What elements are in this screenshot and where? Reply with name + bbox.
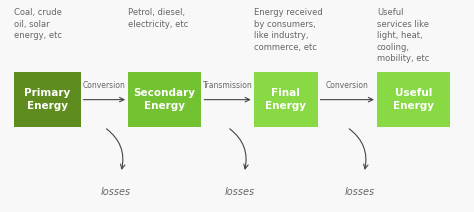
Text: Primary
Energy: Primary Energy [24,88,71,111]
Text: Final
Energy: Final Energy [265,88,306,111]
Text: Useful
Energy: Useful Energy [393,88,434,111]
Text: Petrol, diesel,
electricity, etc: Petrol, diesel, electricity, etc [128,8,188,29]
FancyBboxPatch shape [128,72,201,127]
Text: Conversion: Conversion [326,81,368,90]
FancyBboxPatch shape [377,72,450,127]
Text: losses: losses [344,187,374,197]
Text: losses: losses [224,187,255,197]
Text: Transmission: Transmission [203,81,252,90]
Text: Useful
services like
light, heat,
cooling,
mobility, etc: Useful services like light, heat, coolin… [377,8,429,63]
FancyBboxPatch shape [14,72,81,127]
FancyBboxPatch shape [254,72,318,127]
Text: Coal, crude
oil, solar
energy, etc: Coal, crude oil, solar energy, etc [14,8,62,40]
Text: Conversion: Conversion [83,81,126,90]
Text: losses: losses [101,187,131,197]
Text: Secondary
Energy: Secondary Energy [134,88,196,111]
Text: Energy received
by consumers,
like industry,
commerce, etc: Energy received by consumers, like indus… [254,8,322,52]
